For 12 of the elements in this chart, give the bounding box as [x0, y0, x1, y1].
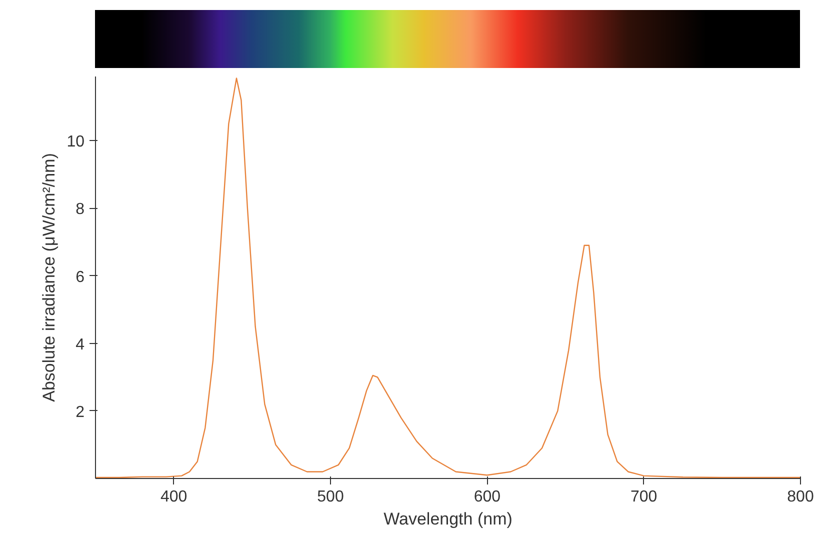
x-axis-title: Wavelength (nm) [384, 510, 512, 528]
y-tick-label: 4 [76, 336, 85, 354]
y-tick-label: 10 [66, 134, 85, 151]
y-axis-title: Absolute irradiance (μW/cm²/nm) [40, 153, 59, 402]
x-tick-label: 700 [630, 488, 658, 506]
y-tick-label: 8 [76, 201, 85, 218]
y-tick-label: 6 [76, 268, 85, 286]
x-tick-label: 400 [160, 488, 188, 506]
x-tick-label: 600 [474, 488, 501, 506]
x-tick-label: 800 [787, 488, 814, 506]
x-tick-label: 500 [317, 488, 344, 506]
y-tick-label: 2 [76, 404, 85, 421]
